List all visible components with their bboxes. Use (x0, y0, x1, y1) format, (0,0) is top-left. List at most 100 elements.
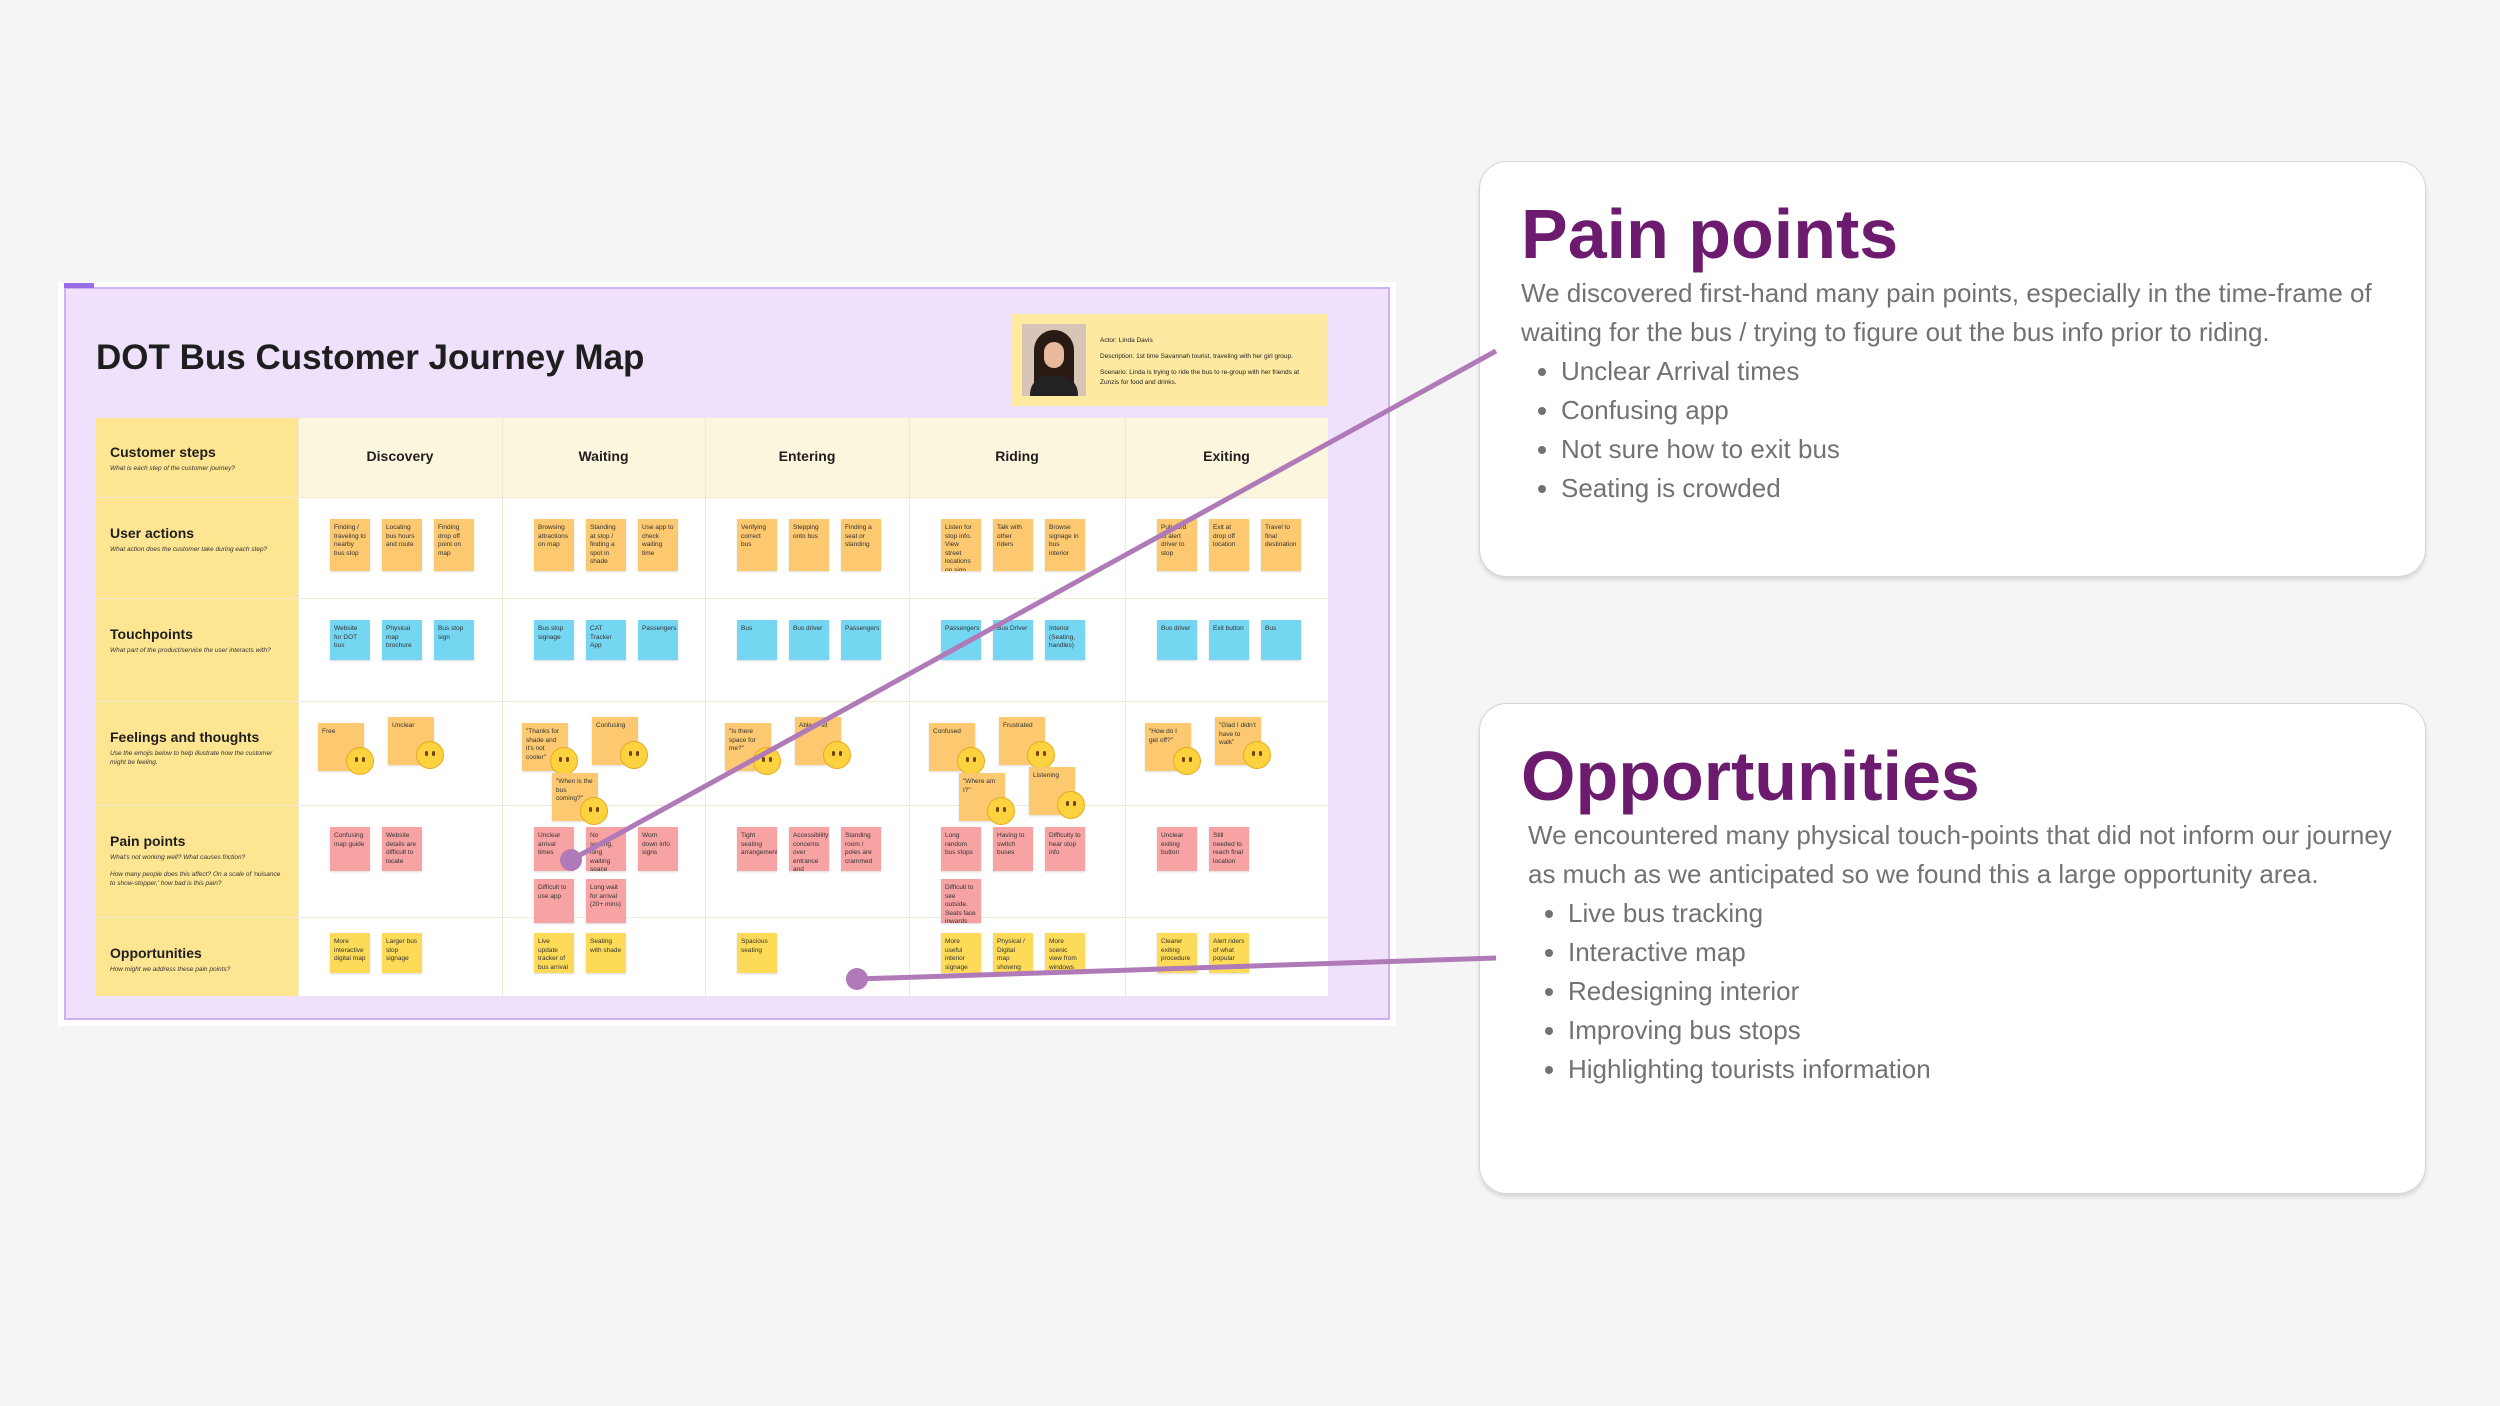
sticky-note: Bus stop sign (434, 620, 474, 660)
persona-actor: Actor: Linda Davis (1100, 337, 1153, 344)
sticky-note: Travel to final destination (1261, 519, 1301, 571)
persona-description: Description: 1st time Savannah tourist, … (1100, 353, 1293, 360)
row-label: Pain points What's not working well? What… (110, 833, 285, 888)
stage-name: Entering (778, 448, 836, 464)
emoji (1243, 741, 1271, 769)
card-list: Live bus trackingInteractive mapRedesign… (1521, 894, 2395, 1089)
card-body: We encountered many physical touch-point… (1528, 820, 2392, 889)
sticky-note: Difficult to use app (534, 879, 574, 923)
row-description: Use the emojis below to help illustrate … (110, 750, 273, 766)
persona-text: Actor: Linda Davis Description: 1st time… (1100, 336, 1320, 394)
card-body: We discovered first-hand many pain point… (1521, 278, 2372, 347)
sticky-note: Long wait for arrival (20+ mins) (586, 879, 626, 923)
row-description: What's not working well? What causes fri… (110, 854, 246, 861)
persona-scenario: Scenario: Linda is trying to ride the bu… (1100, 369, 1300, 386)
sticky-note: Live update tracker of bus arrival (534, 933, 574, 973)
sticky-note: Difficulty to hear stop info (1045, 827, 1085, 871)
stage-name: Exiting (1203, 448, 1250, 464)
sticky-note: Having to switch buses (993, 827, 1033, 871)
row-description: What is each step of the customer journe… (110, 465, 236, 472)
row-title: Touchpoints (110, 626, 193, 642)
row-description: How many people does this affect? On a s… (110, 871, 281, 887)
sticky-note: Talk with other riders (993, 519, 1033, 571)
sticky-note: Browse signage in bus interior (1045, 519, 1085, 571)
sticky-note: Bus (737, 620, 777, 660)
row-label: Customer steps What is each step of the c… (110, 444, 285, 473)
sticky-note: Confusing map guide (330, 827, 370, 871)
sticky-note: More scenic view from windows (1045, 933, 1085, 973)
stage-name: Discovery (366, 448, 434, 464)
sticky-note: Worn down info signs (638, 827, 678, 871)
sticky-note: Passengers (841, 620, 881, 660)
sticky-note: CAT Tracker App (586, 620, 626, 660)
sticky-note: Difficult to see outside. Seats face inw… (941, 879, 981, 923)
card-list-item: Improving bus stops (1568, 1011, 2395, 1050)
card-list: Unclear Arrival timesConfusing appNot su… (1521, 352, 2395, 508)
sticky-note: Bus stop signage (534, 620, 574, 660)
column-divider (502, 418, 503, 996)
column-divider (909, 418, 910, 996)
sticky-note: Still needed to reach final location (1209, 827, 1249, 871)
sticky-note: Listen for stop info. View street locati… (941, 519, 981, 571)
sticky-note: Bus driver (1157, 620, 1197, 660)
emoji (823, 741, 851, 769)
emoji (550, 747, 578, 775)
card-list-item: Interactive map (1568, 933, 2395, 972)
sticky-note: Finding / traveling to nearby bus stop (330, 519, 370, 571)
sticky-note: Larger bus stop signage (382, 933, 422, 973)
card-list-item: Confusing app (1561, 391, 2395, 430)
sticky-note: Stepping onto bus (789, 519, 829, 571)
opportunities-card: Opportunities We encountered many physic… (1479, 703, 2426, 1194)
sticky-note: Long random bus stops (941, 827, 981, 871)
column-divider (705, 418, 706, 996)
sticky-note: Unclear arrival times (534, 827, 574, 871)
card-title: Opportunities (1521, 737, 1980, 815)
sticky-note: More interactive digital map (330, 933, 370, 973)
card-list-item: Live bus tracking (1568, 894, 2395, 933)
sticky-note: Passengers (638, 620, 678, 660)
row-description: How might we address these pain points? (110, 966, 231, 973)
persona-card: Actor: Linda Davis Description: 1st time… (1012, 314, 1328, 406)
card-title: Pain points (1521, 195, 1899, 273)
sticky-note: Bus Driver (993, 620, 1033, 660)
sticky-note: Bus driver (789, 620, 829, 660)
emoji (753, 747, 781, 775)
sticky-note: Clearer exiting procedure (1157, 933, 1197, 973)
emoji (620, 741, 648, 769)
sticky-note: Passengers (941, 620, 981, 660)
sticky-note: Interior (Seating, handles) (1045, 620, 1085, 660)
row-title: User actions (110, 525, 195, 541)
sticky-note: Pull cord to alert driver to stop (1157, 519, 1197, 571)
row-divider (96, 497, 1328, 498)
board-title: DOT Bus Customer Journey Map (96, 338, 645, 377)
emoji (957, 747, 985, 775)
row-title: Opportunities (110, 945, 202, 961)
stage-name: Waiting (578, 448, 629, 464)
sticky-note: Locating bus hours and route (382, 519, 422, 571)
emoji (987, 797, 1015, 825)
row-description: What part of the product/service the use… (110, 647, 271, 654)
sticky-note: Finding a seat or standing (841, 519, 881, 571)
row-label: User actions What action does the custome… (110, 525, 285, 554)
sticky-note: Standing at stop / finding a spot in sha… (586, 519, 626, 571)
row-title: Feelings and thoughts (110, 729, 260, 745)
sticky-note: Exit button (1209, 620, 1249, 660)
row-title: Pain points (110, 833, 186, 849)
row-divider (96, 805, 1328, 806)
sticky-note: Seating with shade (586, 933, 626, 973)
sticky-note: No seating, long waiting space (586, 827, 626, 871)
sticky-note: Verifying correct bus (737, 519, 777, 571)
stage-name: Riding (995, 448, 1039, 464)
sticky-note: Use app to check waiting time (638, 519, 678, 571)
emoji (580, 797, 608, 825)
row-divider (96, 917, 1328, 918)
card-list-item: Seating is crowded (1561, 469, 2395, 508)
sticky-note: Browsing attractions on map (534, 519, 574, 571)
emoji (1173, 747, 1201, 775)
emoji (1027, 741, 1055, 769)
pain-points-card: Pain points We discovered first-hand man… (1479, 161, 2426, 577)
row-description: What action does the customer take durin… (110, 546, 268, 553)
row-title: Customer steps (110, 444, 216, 460)
sticky-note: Spacious seating (737, 933, 777, 973)
